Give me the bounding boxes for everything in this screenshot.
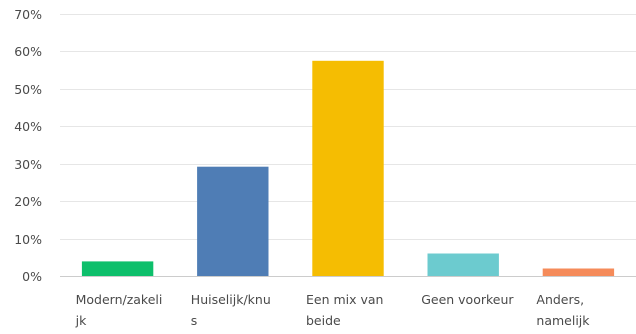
y-tick-label: 40% <box>14 119 42 134</box>
x-category-label: Modern/zakeli jk <box>75 292 163 328</box>
y-tick-label: 50% <box>14 82 42 97</box>
x-category-label-line: Huiselijk/knu <box>191 292 271 307</box>
x-axis-category-labels: Modern/zakeli jk Huiselijk/knu s Een mix van… <box>75 292 591 328</box>
y-tick-label: 70% <box>14 7 42 22</box>
y-tick-label: 20% <box>14 194 42 209</box>
bar <box>542 268 615 276</box>
x-category-label-line: Geen voorkeur <box>421 292 514 307</box>
x-category-label-line: beide <box>306 313 341 328</box>
x-category-label-line: s <box>191 313 198 328</box>
x-category-label: Geen voorkeur <box>421 292 514 307</box>
x-category-label: Een mix van beide <box>306 292 383 328</box>
x-category-label-line: Een mix van <box>306 292 383 307</box>
x-category-label: Huiselijk/knu s <box>191 292 271 328</box>
bar <box>81 261 154 276</box>
y-tick-label: 10% <box>14 232 42 247</box>
y-tick-label: 0% <box>22 269 42 284</box>
y-axis-tick-labels: 0% 10% 20% 30% 40% 50% 60% 70% <box>14 7 42 284</box>
y-tick-label: 60% <box>14 44 42 59</box>
x-category-label-line: Modern/zakeli <box>76 292 163 307</box>
bar <box>312 60 384 276</box>
bars <box>81 60 615 276</box>
x-category-label-line: Anders, <box>536 292 584 307</box>
bar <box>427 253 499 276</box>
y-tick-label: 30% <box>14 157 42 172</box>
bar <box>197 166 269 276</box>
x-category-label: Anders, namelijk <box>536 292 590 328</box>
x-category-label-line: namelijk <box>536 313 590 328</box>
x-category-label-line: jk <box>75 313 87 328</box>
